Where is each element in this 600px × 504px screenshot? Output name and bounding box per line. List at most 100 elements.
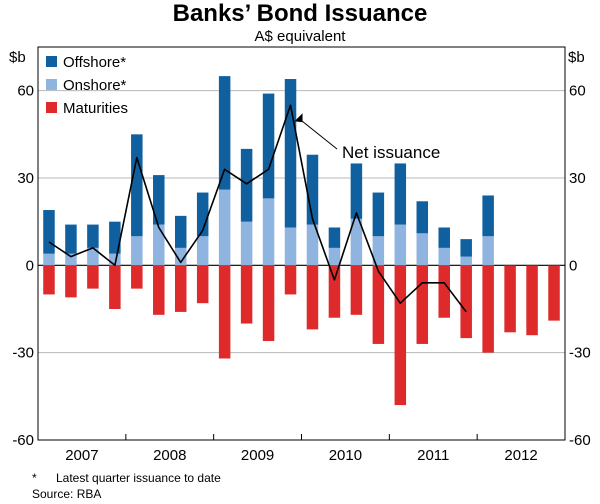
bar-maturities: [504, 265, 516, 333]
y-tick-label-right: 0: [569, 257, 577, 274]
bar-maturities: [284, 265, 297, 295]
legend-swatch: [46, 79, 57, 90]
y-tick-label-right: -30: [569, 345, 591, 362]
bar-onshore: [109, 253, 121, 266]
legend-swatch: [46, 102, 57, 113]
bar-maturities: [438, 265, 450, 318]
bar-offshore: [438, 227, 450, 248]
bar-onshore: [65, 253, 77, 266]
bar-maturities: [174, 265, 187, 312]
bar-offshore: [240, 148, 253, 222]
bar-onshore: [87, 247, 99, 266]
bar-onshore: [416, 233, 429, 266]
bar-maturities: [240, 265, 253, 324]
bar-offshore: [262, 93, 275, 199]
chart-title: Banks’ Bond Issuance: [172, 0, 428, 27]
legend-label: Maturities: [63, 100, 128, 117]
bar-maturities: [109, 265, 121, 309]
bar-onshore: [394, 224, 407, 266]
bar-onshore: [328, 247, 341, 266]
bar-onshore: [284, 227, 297, 266]
bar-maturities: [328, 265, 341, 318]
y-tick-label-left: 30: [17, 170, 34, 187]
bar-maturities: [416, 265, 429, 344]
bar-offshore: [460, 239, 472, 257]
bar-offshore: [196, 192, 209, 237]
bar-maturities: [482, 265, 494, 353]
bar-onshore: [196, 236, 209, 266]
bar-offshore: [372, 192, 385, 237]
bar-maturities: [394, 265, 407, 406]
bar-offshore: [87, 224, 99, 248]
bar-offshore: [218, 76, 231, 190]
source-note: Source: RBA: [32, 487, 102, 501]
bar-maturities: [262, 265, 275, 342]
bar-offshore: [174, 215, 187, 248]
annotation-arrow-head: [294, 113, 303, 123]
bar-offshore: [109, 221, 121, 254]
footnote-text: Latest quarter issuance to date: [56, 471, 221, 485]
annotation-net-issuance: Net issuance: [342, 143, 440, 162]
bar-maturities: [131, 265, 143, 289]
annotation-arrow-line: [298, 117, 338, 150]
y-tick-label-left: 0: [26, 257, 34, 274]
y-unit-right: $b: [568, 49, 585, 66]
bar-offshore: [482, 195, 494, 237]
bar-onshore: [438, 247, 450, 266]
bar-onshore: [153, 224, 165, 266]
legend-swatch: [46, 56, 57, 67]
x-tick-label: 2009: [241, 447, 274, 464]
bar-onshore: [350, 218, 363, 266]
footnote-mark: *: [32, 471, 37, 485]
bar-onshore: [240, 221, 253, 266]
chart-subtitle: A$ equivalent: [254, 28, 346, 45]
x-tick-label: 2007: [65, 447, 98, 464]
bar-onshore: [460, 256, 472, 266]
legend-label: Offshore*: [63, 54, 126, 71]
footnote: * Latest quarter issuance to date: [32, 471, 221, 485]
bar-maturities: [460, 265, 472, 339]
legend-label: Onshore*: [63, 77, 127, 94]
bar-offshore: [350, 163, 363, 219]
x-tick-label: 2012: [504, 447, 537, 464]
x-tick-label: 2011: [417, 447, 449, 464]
y-unit-left: $b: [9, 49, 26, 66]
bar-offshore: [328, 227, 341, 248]
bar-offshore: [394, 163, 407, 225]
bar-onshore: [43, 253, 55, 266]
bar-onshore: [482, 236, 494, 266]
bar-onshore: [131, 236, 143, 266]
y-tick-label-right: -60: [569, 432, 591, 449]
y-tick-label-left: -30: [12, 345, 34, 362]
bar-maturities: [526, 265, 538, 336]
x-tick-label: 2008: [153, 447, 186, 464]
bar-offshore: [43, 210, 55, 254]
y-tick-label-right: 60: [569, 83, 586, 100]
bar-maturities: [196, 265, 209, 304]
bar-maturities: [218, 265, 231, 359]
bar-maturities: [548, 265, 560, 321]
x-tick-label: 2010: [329, 447, 362, 464]
y-tick-label-left: -60: [12, 432, 34, 449]
bar-maturities: [153, 265, 165, 315]
bar-offshore: [153, 175, 165, 225]
bar-maturities: [43, 265, 55, 295]
bar-offshore: [284, 79, 297, 228]
bar-offshore: [131, 134, 143, 237]
bar-maturities: [372, 265, 385, 344]
bar-maturities: [306, 265, 319, 330]
plot-frame: [37, 46, 566, 441]
bar-offshore: [306, 154, 319, 225]
bar-maturities: [350, 265, 363, 315]
bar-onshore: [262, 198, 275, 266]
bar-onshore: [218, 189, 231, 266]
bar-onshore: [306, 224, 319, 266]
bar-offshore: [65, 224, 77, 254]
bar-onshore: [174, 247, 187, 266]
bar-offshore: [416, 201, 429, 234]
y-tick-label-left: 60: [17, 83, 34, 100]
bar-maturities: [65, 265, 77, 298]
bar-maturities: [87, 265, 99, 289]
net-issuance-line: [48, 104, 467, 313]
